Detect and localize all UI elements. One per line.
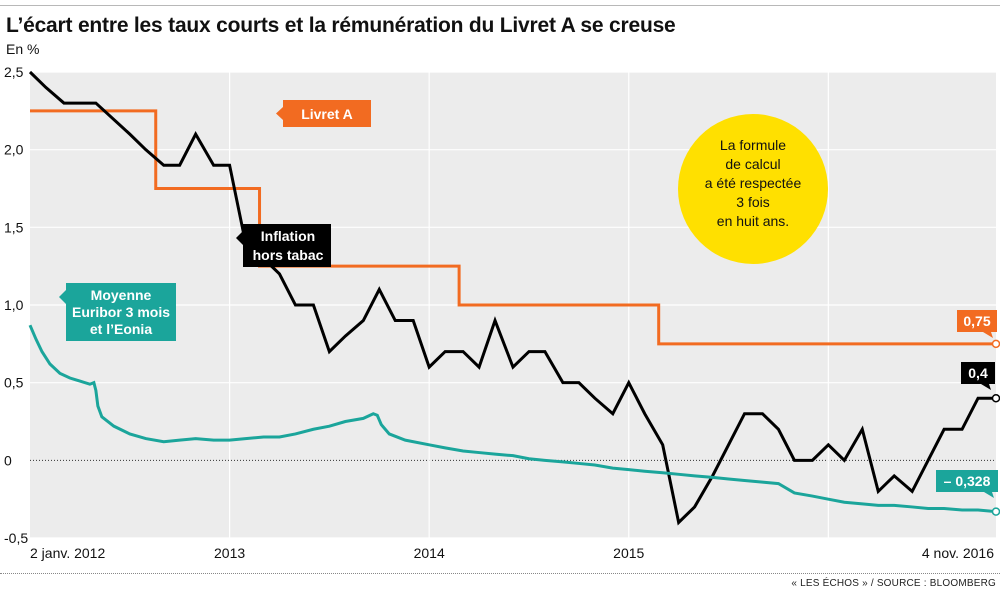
series-end-marker <box>991 507 1000 516</box>
euribor-end-label-box <box>936 470 998 492</box>
euribor-end-label: – 0,328 <box>944 473 991 489</box>
y-tick-label: -0,5 <box>4 530 28 546</box>
x-axis: 2 janv. 2012 2013 2014 2015 4 nov. 2016 <box>30 545 994 561</box>
y-tick-label: 0,5 <box>4 375 24 391</box>
x-tick-label: 2013 <box>214 545 245 561</box>
inflation-label: hors tabac <box>253 247 324 263</box>
euribor-label: Euribor 3 mois <box>72 304 170 320</box>
livret-a-end-label: 0,75 <box>963 313 990 329</box>
y-tick-label: 1,5 <box>4 219 24 235</box>
inflation-end-label-box <box>961 362 995 384</box>
inflation-label-pointer <box>236 231 243 245</box>
inflation-end-label: 0,4 <box>968 365 988 381</box>
euribor-end-label-pointer <box>984 492 994 498</box>
series-line <box>30 109 996 346</box>
x-tick-label: 2015 <box>613 545 644 561</box>
top-rule <box>0 5 1000 6</box>
livret-a-end-label-pointer <box>983 332 993 338</box>
x-tick-label: 4 nov. 2016 <box>922 545 994 561</box>
euribor-label-pointer <box>59 290 66 304</box>
series-end-marker <box>991 393 1000 403</box>
series-line <box>28 70 996 526</box>
callout-bubble: La formule de calcul a été respectée 3 fois… <box>678 114 828 264</box>
x-tick-label: 2014 <box>414 545 445 561</box>
inflation-label: Inflation <box>261 228 315 244</box>
series-line <box>28 324 997 514</box>
euribor-label: et l’Eonia <box>90 321 152 337</box>
bottom-rule <box>0 573 1000 574</box>
callout-text: La formule <box>720 137 786 153</box>
y-tick-label: 0 <box>4 452 12 468</box>
livret-a-label-box <box>283 100 371 127</box>
y-tick-label: 2,5 <box>4 64 24 80</box>
x-tick-label: 2 janv. 2012 <box>30 545 105 561</box>
callout-text: a été respectée <box>705 175 802 191</box>
inflation-label-box <box>243 224 331 267</box>
callout-text: de calcul <box>725 156 780 172</box>
callout-text: en huit ans. <box>717 213 789 229</box>
chart-title: L’écart entre les taux courts et la rému… <box>6 14 676 37</box>
y-axis: -0,5 0 0,5 1,0 1,5 2,0 2,5 <box>4 64 28 546</box>
series-labels: Livret A Inflation hors tabac MoyenneEuribo… <box>59 100 998 498</box>
callout-circle <box>678 114 828 264</box>
inflation-end-label-pointer <box>981 384 991 390</box>
callout-text: 3 fois <box>736 194 769 210</box>
euribor-label-box <box>66 283 176 341</box>
livret-a-label: Livret A <box>301 106 353 122</box>
series-lines <box>28 70 1000 526</box>
series-end-marker <box>991 339 1000 349</box>
y-tick-label: 1,0 <box>4 297 24 313</box>
source-note: « LES ÉCHOS » / SOURCE : BLOOMBERG <box>791 578 996 589</box>
livret-a-label-pointer <box>276 107 283 120</box>
y-tick-label: 2,0 <box>4 142 24 158</box>
livret-a-end-label-box <box>957 310 997 332</box>
euribor-label: Moyenne <box>91 287 152 303</box>
unit-label: En % <box>6 41 40 57</box>
